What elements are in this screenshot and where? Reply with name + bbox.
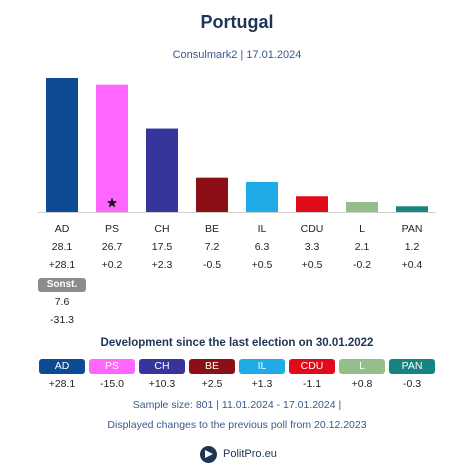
party-change-row: +28.1 +0.2 +2.3 -0.5 +0.5 +0.5 -0.2 +0.4: [0, 259, 474, 273]
changes-note-text: Displayed changes to the previous poll f…: [107, 419, 367, 431]
bar-be: [196, 177, 228, 212]
bar-ps: [96, 84, 128, 212]
change-label-be: -0.5: [202, 259, 222, 271]
change-label-l: -0.2: [352, 259, 372, 271]
dev-badge-pan: PAN: [389, 359, 435, 374]
politpro-brand[interactable]: PolitPro.eu: [200, 445, 277, 463]
bar-ad: [46, 78, 78, 212]
politpro-logo-icon: [200, 445, 217, 463]
dev-value-il: +1.3: [251, 378, 273, 390]
party-label-pan: PAN: [401, 223, 423, 235]
change-label-cdu: +0.5: [301, 259, 323, 271]
dev-value-cdu: -1.1: [302, 378, 322, 390]
others-badge: Sonst.: [38, 278, 86, 292]
chart-subtitle: Consulmark2 | 17.01.2024: [172, 49, 302, 61]
value-label-be: 7.2: [204, 241, 220, 253]
star-icon: [106, 197, 118, 208]
dev-badge-be: BE: [189, 359, 235, 374]
dev-badge-cdu: CDU: [289, 359, 335, 374]
dev-value-ps: -15.0: [100, 378, 124, 390]
bar-cdu: [296, 196, 328, 212]
dev-value-ch: +10.3: [148, 378, 176, 390]
development-title: Development since the last election on 3…: [100, 337, 374, 349]
change-label-ps: +0.2: [101, 259, 123, 271]
party-name-row: AD PS CH BE IL CDU L PAN: [0, 223, 474, 237]
bar-ch: [146, 128, 178, 212]
dev-badge-ps: PS: [89, 359, 135, 374]
change-label-ad: +28.1: [48, 259, 76, 271]
party-label-be: BE: [204, 223, 219, 235]
party-label-il: IL: [257, 223, 267, 235]
dev-badge-ch: CH: [139, 359, 185, 374]
value-label-l: 2.1: [354, 241, 370, 253]
dev-badge-ad: AD: [39, 359, 85, 374]
brand-label: PolitPro.eu: [223, 448, 277, 460]
dev-value-ad: +28.1: [48, 378, 76, 390]
dev-value-be: +2.5: [201, 378, 223, 390]
change-label-il: +0.5: [251, 259, 273, 271]
party-label-l: L: [359, 223, 365, 235]
party-label-ps: PS: [104, 223, 119, 235]
value-label-il: 6.3: [254, 241, 270, 253]
change-label-ch: +2.3: [151, 259, 173, 271]
sample-size-text: Sample size: 801 | 11.01.2024 - 17.01.20…: [132, 399, 342, 411]
chart-title: Portugal: [200, 12, 274, 32]
party-label-cdu: CDU: [300, 223, 324, 235]
value-label-cdu: 3.3: [304, 241, 320, 253]
others-value: 7.6: [54, 296, 70, 308]
dev-badge-il: IL: [239, 359, 285, 374]
value-label-ad: 28.1: [51, 241, 73, 253]
bar-il: [246, 181, 278, 212]
dev-badge-l: L: [339, 359, 385, 374]
party-label-ch: CH: [154, 223, 170, 235]
value-label-ps: 26.7: [101, 241, 123, 253]
bar-pan: [396, 206, 428, 212]
dev-value-l: +0.8: [351, 378, 373, 390]
value-label-pan: 1.2: [404, 241, 420, 253]
bar-l: [346, 201, 378, 212]
dev-value-pan: -0.3: [402, 378, 422, 390]
party-label-ad: AD: [54, 223, 70, 235]
bar-chart: [38, 78, 436, 213]
party-value-row: 28.1 26.7 17.5 7.2 6.3 3.3 2.1 1.2: [0, 241, 474, 255]
value-label-ch: 17.5: [151, 241, 173, 253]
others-change: -31.3: [50, 314, 74, 326]
change-label-pan: +0.4: [401, 259, 423, 271]
